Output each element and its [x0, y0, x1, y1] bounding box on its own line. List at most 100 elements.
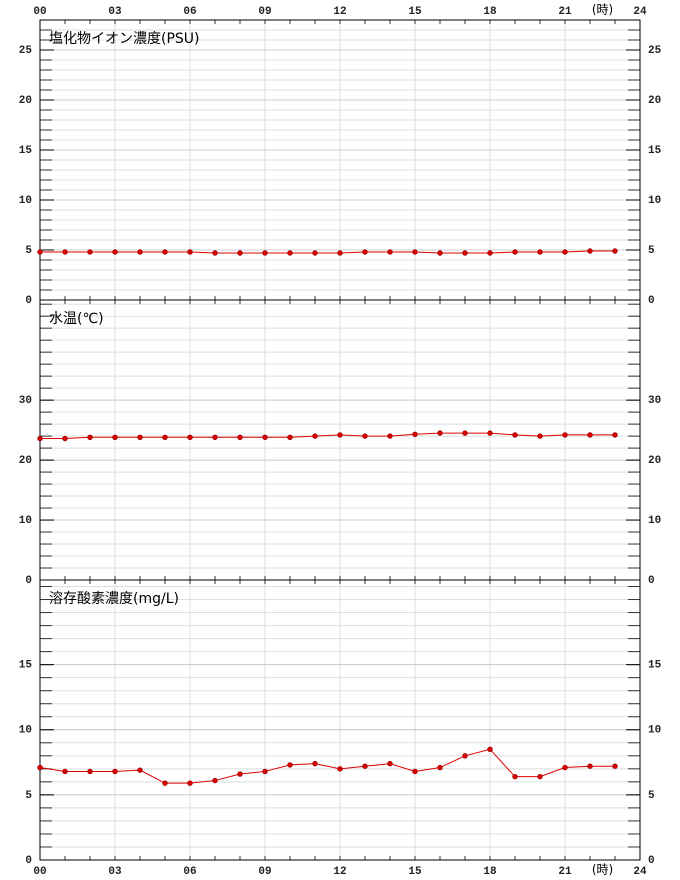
y-tick-label: 10 — [19, 725, 32, 737]
data-point — [537, 249, 543, 255]
data-point — [62, 249, 68, 255]
data-point — [562, 249, 568, 255]
x-tick-label: 15 — [408, 866, 422, 878]
data-point — [412, 249, 418, 255]
y-tick-label: 25 — [19, 45, 33, 57]
x-tick-label: 21 — [558, 866, 572, 878]
data-point — [62, 435, 68, 442]
data-point — [137, 767, 143, 773]
y-tick-label: 15 — [19, 145, 33, 157]
data-point — [162, 780, 168, 786]
data-point — [112, 434, 118, 441]
data-point — [537, 433, 543, 439]
y-tick-label-right: 15 — [648, 145, 662, 157]
data-point — [312, 250, 318, 256]
data-point — [187, 434, 193, 441]
data-point — [487, 746, 493, 753]
data-point — [337, 766, 343, 772]
series-line — [40, 250, 615, 254]
data-point — [112, 249, 118, 255]
y-tick-label: 0 — [25, 855, 32, 867]
y-tick-label: 0 — [25, 295, 32, 307]
data-point — [437, 250, 443, 256]
chart-title: 水温(℃) — [49, 311, 104, 327]
y-tick-label-right: 30 — [648, 395, 661, 407]
data-point — [462, 430, 468, 436]
data-point — [337, 432, 343, 438]
x-tick-label: 09 — [258, 866, 271, 878]
data-point — [237, 434, 243, 441]
x-tick-label: 00 — [33, 866, 46, 878]
data-point — [37, 249, 43, 255]
data-point — [387, 760, 393, 767]
data-point — [137, 249, 143, 255]
y-tick-label-right: 0 — [648, 575, 655, 587]
data-point — [587, 763, 593, 769]
data-point — [162, 249, 168, 255]
x-axis-label: (時) — [592, 3, 613, 17]
data-point — [387, 433, 393, 439]
y-tick-label: 20 — [19, 455, 32, 467]
data-point — [512, 249, 518, 255]
data-point — [212, 434, 218, 441]
data-point — [312, 433, 318, 439]
data-point — [137, 434, 143, 441]
data-point — [437, 430, 443, 436]
data-point — [537, 773, 543, 780]
y-tick-label: 5 — [25, 790, 32, 802]
data-point — [312, 760, 318, 767]
data-point — [162, 434, 168, 441]
y-tick-label-right: 0 — [648, 855, 655, 867]
x-axis-label: (時) — [592, 863, 613, 877]
data-point — [37, 764, 43, 771]
data-point — [462, 250, 468, 256]
data-point — [562, 432, 568, 438]
data-point — [212, 777, 218, 784]
data-point — [262, 434, 268, 441]
y-tick-label-right: 10 — [648, 725, 661, 737]
data-point — [87, 249, 93, 255]
data-point — [237, 250, 243, 256]
x-tick-label: 12 — [333, 6, 346, 18]
data-point — [262, 768, 268, 775]
y-tick-label: 0 — [25, 575, 32, 587]
data-point — [62, 768, 68, 775]
x-tick-label: 24 — [633, 6, 647, 18]
data-point — [512, 773, 518, 780]
y-tick-label-right: 5 — [648, 790, 655, 802]
data-point — [587, 432, 593, 438]
x-tick-label: 18 — [483, 6, 497, 18]
y-tick-label-right: 10 — [648, 195, 661, 207]
data-point — [37, 435, 43, 442]
data-point — [337, 250, 343, 256]
y-tick-label-right: 5 — [648, 245, 655, 257]
x-tick-label: 18 — [483, 866, 497, 878]
data-point — [412, 768, 418, 775]
plot-frame — [39, 579, 641, 861]
data-point — [262, 250, 268, 256]
x-tick-label: 21 — [558, 6, 572, 18]
data-point — [287, 762, 293, 768]
data-point — [512, 432, 518, 438]
y-tick-label: 15 — [19, 660, 33, 672]
series-line — [40, 432, 615, 440]
chart-title: 塩化物イオン濃度(PSU) — [49, 31, 200, 47]
chart-title: 溶存酸素濃度(mg/L) — [49, 591, 179, 607]
data-point — [487, 430, 493, 436]
y-tick-label: 5 — [25, 245, 32, 257]
y-tick-label: 20 — [19, 95, 32, 107]
data-point — [362, 249, 368, 255]
x-tick-label: 03 — [108, 6, 122, 18]
data-point — [112, 768, 118, 775]
data-point — [287, 250, 293, 256]
x-tick-label: 15 — [408, 6, 422, 18]
x-tick-label: 06 — [183, 6, 196, 18]
data-point — [362, 433, 368, 439]
data-point — [412, 431, 418, 438]
y-tick-label-right: 0 — [648, 295, 655, 307]
data-point — [187, 249, 193, 255]
x-tick-label: 09 — [258, 6, 271, 18]
y-tick-label-right: 25 — [648, 45, 662, 57]
y-tick-label-right: 20 — [648, 455, 661, 467]
